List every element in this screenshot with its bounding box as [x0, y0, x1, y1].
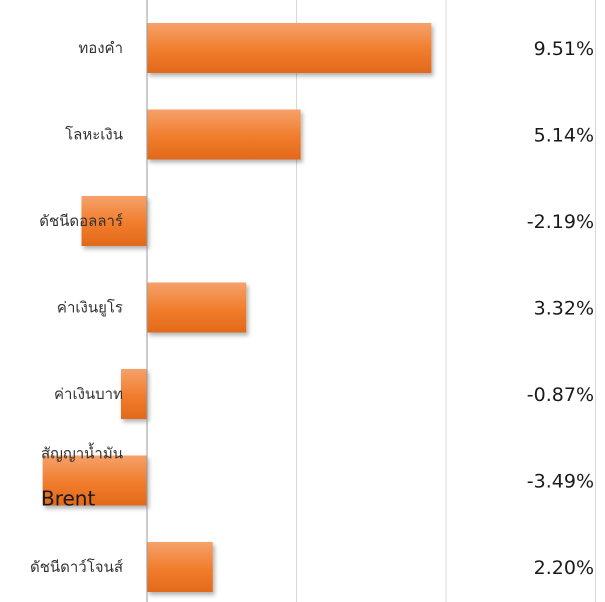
data-label: -0.87%	[527, 384, 594, 406]
bar	[147, 23, 432, 73]
data-label: -3.49%	[527, 471, 594, 493]
category-label: ค่าเงินยูโร	[57, 299, 123, 317]
category-label: ดัชนีดอลลาร์	[39, 212, 123, 230]
bar	[147, 109, 301, 160]
category-label: โลหะเงิน	[65, 126, 123, 144]
data-label: -2.19%	[527, 211, 594, 233]
bar	[120, 369, 147, 419]
data-label: 5.14%	[534, 125, 594, 147]
data-label: 2.20%	[534, 557, 594, 579]
bar	[81, 196, 147, 246]
data-label: 3.32%	[534, 298, 594, 320]
category-label: Brent	[41, 487, 95, 511]
category-label: สัญญาน้ำมัน	[41, 443, 123, 463]
data-label: 9.51%	[534, 38, 594, 60]
category-labels: ทองคำโลหะเงินดัชนีดอลลาร์ค่าเงินยูโรค่าเ…	[30, 39, 123, 576]
bars	[42, 23, 432, 592]
category-label: ดัชนีดาว์โจนส์	[30, 558, 123, 576]
bar	[147, 282, 247, 333]
category-label: ทองคำ	[78, 39, 123, 57]
bar	[42, 455, 147, 506]
bar	[147, 542, 213, 592]
value-labels: 9.51% 5.14% -2.19% 3.32% -0.87% -3.49% 2.20%	[527, 38, 594, 579]
category-label: ค่าเงินบาท	[54, 385, 123, 403]
